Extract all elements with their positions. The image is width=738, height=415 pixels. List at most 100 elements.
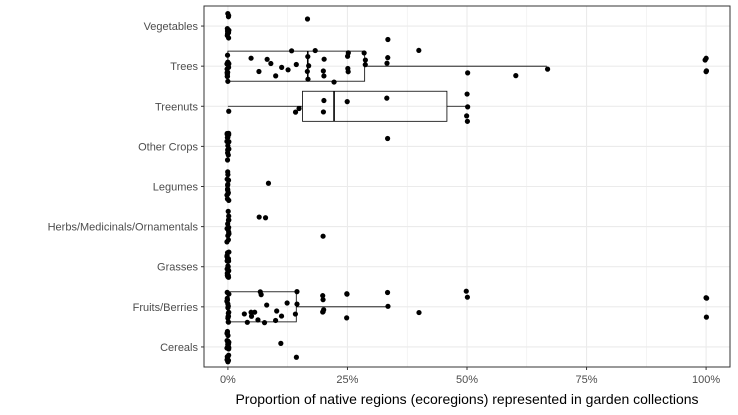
data-point xyxy=(225,187,231,193)
data-point xyxy=(262,215,269,221)
data-point xyxy=(256,68,262,75)
data-point xyxy=(384,95,390,101)
data-point xyxy=(294,289,300,295)
points-legumes xyxy=(224,169,272,203)
data-point xyxy=(256,214,262,220)
data-point xyxy=(225,217,232,223)
data-point xyxy=(226,346,232,352)
data-point xyxy=(463,288,469,294)
data-point xyxy=(273,73,279,79)
data-point xyxy=(320,293,326,299)
data-point xyxy=(224,73,231,80)
data-point xyxy=(226,130,232,137)
data-point xyxy=(344,291,350,297)
data-point xyxy=(224,134,230,141)
data-point xyxy=(224,52,231,58)
data-point xyxy=(344,99,350,105)
y-tick-label: Treenuts xyxy=(155,101,199,113)
data-point xyxy=(321,73,327,79)
data-point xyxy=(321,56,327,62)
data-point xyxy=(292,311,298,317)
data-point xyxy=(703,55,709,61)
data-point xyxy=(252,309,258,315)
data-point xyxy=(225,237,231,243)
data-point xyxy=(464,294,470,300)
data-point xyxy=(331,79,337,85)
data-point xyxy=(385,135,391,142)
data-point xyxy=(225,341,232,347)
data-point xyxy=(321,97,327,104)
data-point xyxy=(294,301,300,307)
data-point xyxy=(292,109,299,115)
data-point xyxy=(306,63,312,69)
data-point xyxy=(224,69,231,76)
data-point xyxy=(226,231,232,237)
x-tick-label: 25% xyxy=(336,374,358,386)
y-tick-label: Cereals xyxy=(160,342,198,354)
data-point xyxy=(225,319,232,325)
data-point xyxy=(255,317,261,323)
x-tick-label: 100% xyxy=(692,374,720,386)
data-point xyxy=(278,340,284,346)
data-point xyxy=(284,300,290,306)
data-point xyxy=(265,180,272,186)
data-point xyxy=(305,76,311,82)
data-point xyxy=(304,16,311,22)
data-point xyxy=(268,60,274,67)
data-point xyxy=(225,266,231,273)
boxplot-treenuts xyxy=(227,90,467,122)
data-point xyxy=(224,298,230,304)
data-point xyxy=(320,309,326,315)
points-treenuts xyxy=(226,91,471,124)
y-tick-label: Grasses xyxy=(157,262,198,274)
data-point xyxy=(224,258,230,264)
data-point xyxy=(344,315,350,321)
data-point xyxy=(224,26,230,32)
data-point xyxy=(544,66,551,72)
data-point xyxy=(304,68,310,75)
data-point xyxy=(465,104,471,110)
points-fruits-berries xyxy=(224,288,710,326)
data-point xyxy=(320,68,326,74)
data-point xyxy=(274,308,280,314)
data-point xyxy=(248,55,254,61)
data-point xyxy=(258,292,264,298)
data-point xyxy=(312,47,318,54)
x-tick-label: 0% xyxy=(220,374,236,386)
data-point xyxy=(293,61,299,68)
data-point xyxy=(704,295,710,301)
data-point xyxy=(264,56,270,62)
data-point xyxy=(226,108,232,114)
data-point xyxy=(296,105,302,112)
data-point xyxy=(241,311,247,317)
jitter-points xyxy=(224,10,710,365)
data-point xyxy=(225,313,231,320)
data-point xyxy=(226,249,232,255)
data-point xyxy=(226,146,232,152)
data-point xyxy=(226,213,232,219)
data-point xyxy=(385,36,391,43)
data-point xyxy=(225,332,231,339)
y-tick-label: Fruits/Berries xyxy=(133,302,199,314)
data-point xyxy=(362,57,368,63)
data-point xyxy=(345,65,351,72)
data-point xyxy=(293,354,299,360)
data-point xyxy=(385,303,391,309)
data-point xyxy=(464,118,471,124)
points-grasses xyxy=(224,249,232,280)
data-point xyxy=(272,317,279,324)
data-point xyxy=(305,53,311,60)
data-point xyxy=(225,78,231,84)
points-trees xyxy=(224,47,710,85)
y-tick-label: Herbs/Medicinals/Ornamentals xyxy=(48,222,199,234)
data-point xyxy=(320,109,327,115)
data-point xyxy=(465,70,471,76)
points-herbs-medicinals-ornamentals xyxy=(224,208,326,245)
data-point xyxy=(320,297,326,303)
data-point xyxy=(320,233,326,239)
data-point xyxy=(278,313,285,319)
data-point xyxy=(224,61,230,67)
y-axis-ticks: Vegetables Trees Treenuts Other Crops Legume… xyxy=(48,21,204,354)
data-point xyxy=(703,314,710,320)
